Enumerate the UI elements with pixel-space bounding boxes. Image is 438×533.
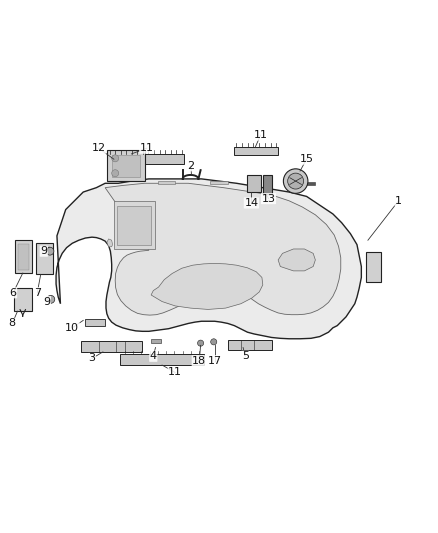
Polygon shape: [120, 354, 204, 365]
Polygon shape: [151, 263, 263, 310]
Polygon shape: [114, 201, 155, 249]
Polygon shape: [107, 150, 145, 181]
Text: 9: 9: [43, 296, 50, 306]
Circle shape: [211, 339, 217, 345]
Polygon shape: [14, 288, 32, 311]
Polygon shape: [247, 174, 261, 192]
Text: 5: 5: [242, 351, 249, 361]
Polygon shape: [366, 252, 381, 282]
Text: 10: 10: [65, 323, 79, 333]
Text: 15: 15: [300, 154, 314, 164]
Polygon shape: [151, 339, 161, 343]
Text: 4: 4: [150, 351, 157, 361]
Polygon shape: [228, 340, 272, 350]
Text: 7: 7: [34, 288, 41, 298]
Polygon shape: [36, 243, 53, 274]
Polygon shape: [107, 154, 184, 164]
Text: 14: 14: [244, 198, 258, 208]
Polygon shape: [85, 319, 105, 326]
Polygon shape: [210, 181, 228, 184]
Polygon shape: [56, 179, 361, 339]
Text: 2: 2: [187, 161, 194, 171]
Text: 1: 1: [395, 196, 402, 206]
Text: 11: 11: [254, 130, 268, 140]
Circle shape: [288, 173, 304, 189]
Polygon shape: [112, 155, 140, 177]
Circle shape: [283, 169, 308, 193]
Circle shape: [46, 247, 54, 255]
Text: 18: 18: [192, 356, 206, 366]
Polygon shape: [263, 174, 272, 194]
Polygon shape: [81, 341, 142, 352]
Text: 9: 9: [40, 246, 47, 256]
Polygon shape: [107, 239, 113, 247]
Polygon shape: [18, 244, 29, 270]
Circle shape: [112, 155, 119, 162]
Text: 3: 3: [88, 353, 95, 364]
Polygon shape: [234, 147, 278, 155]
Polygon shape: [298, 182, 315, 185]
Polygon shape: [15, 240, 32, 273]
Text: 11: 11: [140, 143, 154, 154]
Polygon shape: [105, 183, 341, 315]
Polygon shape: [278, 249, 315, 271]
Circle shape: [47, 295, 55, 303]
Polygon shape: [158, 181, 175, 184]
Circle shape: [112, 169, 119, 177]
Circle shape: [198, 340, 204, 346]
Text: 11: 11: [168, 367, 182, 377]
Text: 8: 8: [9, 318, 16, 328]
Text: 6: 6: [10, 288, 17, 298]
Text: 17: 17: [208, 356, 222, 366]
Text: 12: 12: [92, 143, 106, 154]
Polygon shape: [117, 206, 151, 246]
Text: 13: 13: [261, 193, 276, 204]
